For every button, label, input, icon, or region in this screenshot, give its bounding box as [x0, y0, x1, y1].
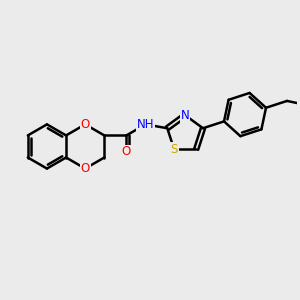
Text: NH: NH — [137, 118, 154, 131]
Text: S: S — [170, 143, 178, 156]
Text: O: O — [122, 146, 131, 158]
Text: O: O — [81, 118, 90, 131]
Text: O: O — [81, 162, 90, 175]
Text: N: N — [181, 109, 190, 122]
